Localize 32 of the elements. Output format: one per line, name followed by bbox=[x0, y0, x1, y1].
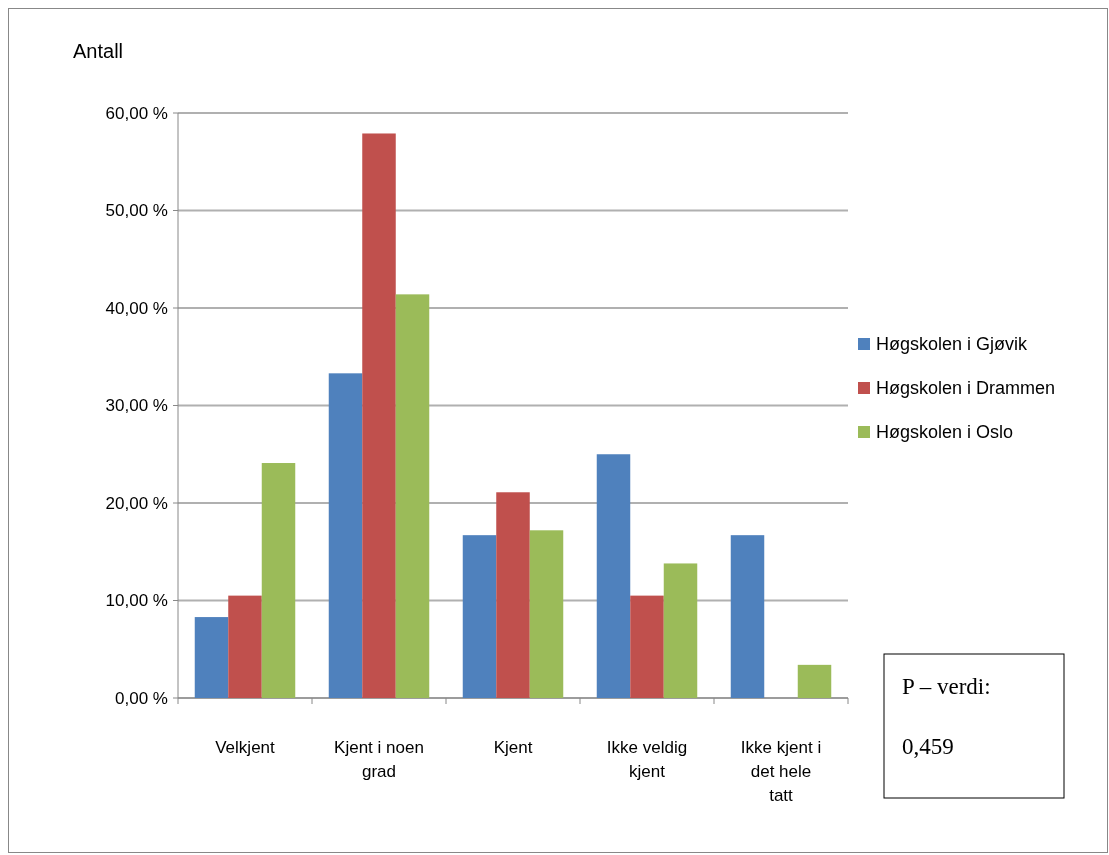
bar bbox=[328, 373, 363, 698]
text: 0,459 bbox=[902, 734, 954, 759]
bar bbox=[462, 535, 497, 698]
bar bbox=[630, 595, 664, 698]
bar bbox=[596, 454, 631, 698]
bar bbox=[395, 294, 430, 698]
y-tick-label: 30,00 % bbox=[105, 396, 168, 416]
x-tick-label: Kjent i noen grad bbox=[334, 738, 424, 781]
x-tick-label: Kjent bbox=[493, 738, 533, 757]
x-tick-label: Velkjent bbox=[215, 738, 276, 757]
y-tick-label: 10,00 % bbox=[105, 591, 168, 611]
y-tick-label: 0,00 % bbox=[115, 688, 168, 708]
bar bbox=[529, 530, 564, 698]
bar bbox=[663, 563, 698, 698]
y-tick-label: 40,00 % bbox=[105, 298, 168, 318]
bar bbox=[261, 463, 296, 698]
y-axis-title: Antall bbox=[73, 40, 124, 62]
bar bbox=[797, 664, 832, 698]
bar bbox=[362, 133, 396, 698]
text: P – verdi: bbox=[902, 674, 991, 699]
legend-label: Høgskolen i Oslo bbox=[876, 422, 1014, 443]
bar bbox=[194, 617, 229, 698]
bar bbox=[496, 492, 530, 698]
legend-label: Høgskolen i Gjøvik bbox=[876, 334, 1029, 355]
bar bbox=[730, 535, 765, 698]
legend-label: Høgskolen i Drammen bbox=[876, 378, 1056, 399]
x-tick-label: Ikke kjent i det hele tatt bbox=[740, 738, 822, 805]
y-tick-label: 20,00 % bbox=[105, 493, 168, 513]
bar bbox=[228, 595, 262, 698]
y-tick-label: 50,00 % bbox=[105, 201, 168, 221]
x-tick-label: Ikke veldig kjent bbox=[606, 738, 688, 781]
y-tick-label: 60,00 % bbox=[105, 103, 168, 123]
